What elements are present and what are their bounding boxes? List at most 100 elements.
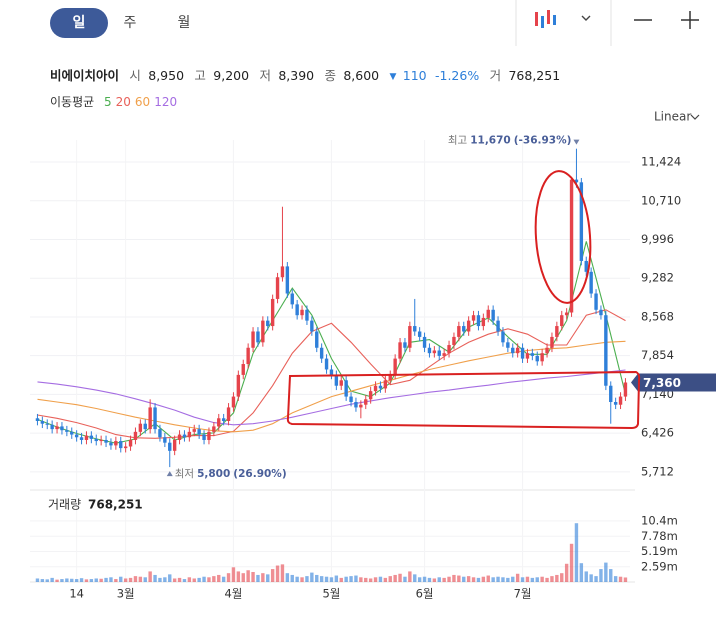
volume-bar [555,574,559,582]
volume-bar [604,562,608,582]
chart-type-icon[interactable] [535,10,556,28]
volume-bar [618,576,623,582]
highlight-ellipse [534,170,592,304]
volume-bar [515,573,520,582]
volume-bar [153,574,157,582]
tab-month[interactable]: 월 [178,15,191,31]
candle-body [94,438,98,442]
volume-bar [55,579,59,582]
tab-week[interactable]: 주 [124,15,137,31]
volume-bar [300,577,304,582]
volume-bar [623,577,628,582]
volume-bar [202,576,206,582]
candle-body [560,315,564,327]
volume-bar [79,578,84,582]
high-marker [573,139,580,145]
volume-bar [192,578,196,582]
candle-body [520,347,525,359]
candle-body [364,399,368,405]
candle-body [491,309,495,321]
volume-bar [520,577,525,582]
volume-bar [65,578,69,582]
volume-bar [99,578,103,582]
candle-body [197,429,201,435]
volume-bar [280,564,285,582]
volume-bar [594,576,598,582]
candle-body [79,437,84,440]
volume-tick-label: 7.78m [641,529,678,543]
volume-bar [217,574,221,582]
scale-chevron[interactable] [690,114,700,120]
volume-bar [35,578,40,582]
candle-body [168,442,172,451]
close-label: 종 [324,68,336,83]
candle-body [442,353,446,356]
candle-body [496,320,500,332]
dropdown-chevron[interactable] [581,15,591,21]
candle-body [60,426,64,431]
candle-body [481,317,486,327]
candle-body [207,431,211,440]
scale-mode[interactable]: Linear [654,110,691,124]
high-value: 9,200 [213,68,249,83]
candle-body [466,320,471,332]
volume-bar [266,574,270,582]
candle-body [114,441,118,446]
volume-bar [545,577,549,582]
candle-body [275,277,280,299]
candle-body [236,374,241,397]
volume-bar [256,574,260,582]
volume-bar [119,576,123,582]
volume-bar [466,576,471,582]
volume-bar [368,578,373,582]
candle-body [119,441,123,449]
candle-body [324,358,329,370]
candle-body [192,429,196,432]
volume-bar [109,577,113,582]
volume-bar [364,577,368,582]
volume-bar [550,576,554,582]
candle-body [295,304,299,316]
volume-bar [452,574,456,582]
volume-bar [422,576,427,582]
candle-body [202,434,206,440]
candle-body [187,431,192,438]
x-tick-label: 4월 [224,587,242,601]
low-value: 8,390 [278,68,314,83]
volume-bar [270,569,275,582]
candle-body [594,293,598,310]
candle-body [148,407,152,430]
candle-body [158,429,162,438]
candle-body [212,426,216,432]
candle-body [339,380,343,386]
volume-bar [564,563,569,582]
volume-bar [310,572,314,582]
candle-body [525,353,530,359]
candle-body [285,266,290,294]
candle-body [256,331,260,343]
candle-body [530,353,535,356]
volume-bar [383,577,388,582]
highlight-box [286,370,641,430]
low-note-value: 5,800 [197,468,230,480]
volume-bar [398,573,402,582]
volume-bar [226,573,231,582]
ma-line [37,369,626,426]
candle-body [35,418,40,421]
volume-bar [261,573,265,582]
volume-bar [60,579,64,582]
candle-body [501,331,505,343]
volume-tick-label: 5.19m [641,544,678,558]
candle-body [334,374,339,386]
volume-bar [540,576,544,582]
candle-body [138,423,143,432]
open-label: 시 [129,68,141,83]
label-layer: 5,7126,4267,1407,8548,5689,2829,99610,71… [48,135,716,601]
tab-day[interactable]: 일 [73,15,86,31]
volume-bar [324,576,329,582]
volume-bar [413,574,417,582]
tab-active-bg[interactable] [50,8,108,38]
volume-bar [128,577,133,582]
zoom-in-button[interactable] [681,11,699,29]
ma-legend-item: 20 [116,95,131,109]
